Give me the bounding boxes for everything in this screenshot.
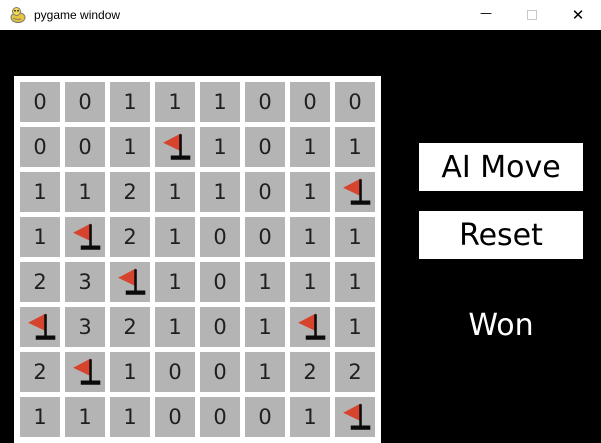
cell-r3c2[interactable]: 1 [65, 172, 105, 212]
maximize-button[interactable] [509, 0, 555, 30]
cell-r8c8[interactable] [335, 397, 375, 437]
cell-r7c6[interactable]: 1 [245, 352, 285, 392]
cell-r8c5[interactable]: 0 [200, 397, 240, 437]
window-title: pygame window [34, 8, 121, 22]
cell-r1c1[interactable]: 0 [20, 82, 60, 122]
cell-r7c8[interactable]: 2 [335, 352, 375, 392]
cell-r3c8[interactable] [335, 172, 375, 212]
minimize-icon: — [480, 6, 492, 20]
cell-r1c6[interactable]: 0 [245, 82, 285, 122]
cell-r2c1[interactable]: 0 [20, 127, 60, 167]
titlebar: pygame window — ✕ [0, 0, 601, 30]
cell-r1c4[interactable]: 1 [155, 82, 195, 122]
cell-r2c6[interactable]: 0 [245, 127, 285, 167]
cell-r7c5[interactable]: 0 [200, 352, 240, 392]
cell-r3c1[interactable]: 1 [20, 172, 60, 212]
cell-r1c2[interactable]: 0 [65, 82, 105, 122]
reset-button[interactable]: Reset [419, 211, 583, 259]
flag-icon [118, 268, 146, 295]
cell-r1c5[interactable]: 1 [200, 82, 240, 122]
cell-r2c3[interactable]: 1 [110, 127, 150, 167]
cell-r5c7[interactable]: 1 [290, 262, 330, 302]
cell-r1c7[interactable]: 0 [290, 82, 330, 122]
cell-r5c1[interactable]: 2 [20, 262, 60, 302]
cell-r8c7[interactable]: 1 [290, 397, 330, 437]
cell-r2c2[interactable]: 0 [65, 127, 105, 167]
cell-r7c1[interactable]: 2 [20, 352, 60, 392]
minimize-button[interactable]: — [463, 0, 509, 30]
cell-r5c4[interactable]: 1 [155, 262, 195, 302]
cell-r4c2[interactable] [65, 217, 105, 257]
cell-r8c2[interactable]: 1 [65, 397, 105, 437]
cell-r6c7[interactable] [290, 307, 330, 347]
cell-r5c6[interactable]: 1 [245, 262, 285, 302]
cell-r2c4[interactable] [155, 127, 195, 167]
flag-icon [343, 178, 371, 205]
pygame-logo-icon [9, 6, 27, 24]
flag-icon [343, 403, 371, 430]
cell-r7c4[interactable]: 0 [155, 352, 195, 392]
window-controls: — ✕ [463, 0, 601, 30]
cell-r5c5[interactable]: 0 [200, 262, 240, 302]
cell-r6c3[interactable]: 2 [110, 307, 150, 347]
cell-r1c8[interactable]: 0 [335, 82, 375, 122]
cell-r6c6[interactable]: 1 [245, 307, 285, 347]
cell-r5c2[interactable]: 3 [65, 262, 105, 302]
cell-r2c8[interactable]: 1 [335, 127, 375, 167]
flag-icon [28, 313, 56, 340]
cell-r5c3[interactable] [110, 262, 150, 302]
close-button[interactable]: ✕ [555, 0, 601, 30]
cell-r2c7[interactable]: 1 [290, 127, 330, 167]
cell-r6c1[interactable] [20, 307, 60, 347]
cell-r7c2[interactable] [65, 352, 105, 392]
cell-r6c4[interactable]: 1 [155, 307, 195, 347]
cell-r4c7[interactable]: 1 [290, 217, 330, 257]
cell-r4c5[interactable]: 0 [200, 217, 240, 257]
cell-r2c5[interactable]: 1 [200, 127, 240, 167]
flag-icon [73, 358, 101, 385]
cell-r4c1[interactable]: 1 [20, 217, 60, 257]
cell-r3c6[interactable]: 0 [245, 172, 285, 212]
cell-r3c7[interactable]: 1 [290, 172, 330, 212]
cell-r8c1[interactable]: 1 [20, 397, 60, 437]
cell-r5c8[interactable]: 1 [335, 262, 375, 302]
game-status-label: Won [468, 308, 534, 343]
cell-r7c7[interactable]: 2 [290, 352, 330, 392]
cell-r4c8[interactable]: 1 [335, 217, 375, 257]
flag-icon [73, 223, 101, 250]
cell-r3c4[interactable]: 1 [155, 172, 195, 212]
cell-r4c3[interactable]: 2 [110, 217, 150, 257]
cell-r3c5[interactable]: 1 [200, 172, 240, 212]
cell-r7c3[interactable]: 1 [110, 352, 150, 392]
ai-move-button[interactable]: AI Move [419, 143, 583, 191]
maximize-icon [527, 10, 537, 20]
cell-r6c2[interactable]: 3 [65, 307, 105, 347]
cell-r4c6[interactable]: 0 [245, 217, 285, 257]
flag-icon [163, 133, 191, 160]
cell-r8c3[interactable]: 1 [110, 397, 150, 437]
cell-r8c4[interactable]: 0 [155, 397, 195, 437]
close-icon: ✕ [571, 6, 585, 24]
cell-r3c3[interactable]: 2 [110, 172, 150, 212]
cell-r8c6[interactable]: 0 [245, 397, 285, 437]
flag-icon [298, 313, 326, 340]
cell-r6c5[interactable]: 0 [200, 307, 240, 347]
cell-r1c3[interactable]: 1 [110, 82, 150, 122]
cell-r4c4[interactable]: 1 [155, 217, 195, 257]
cell-r6c8[interactable]: 1 [335, 307, 375, 347]
